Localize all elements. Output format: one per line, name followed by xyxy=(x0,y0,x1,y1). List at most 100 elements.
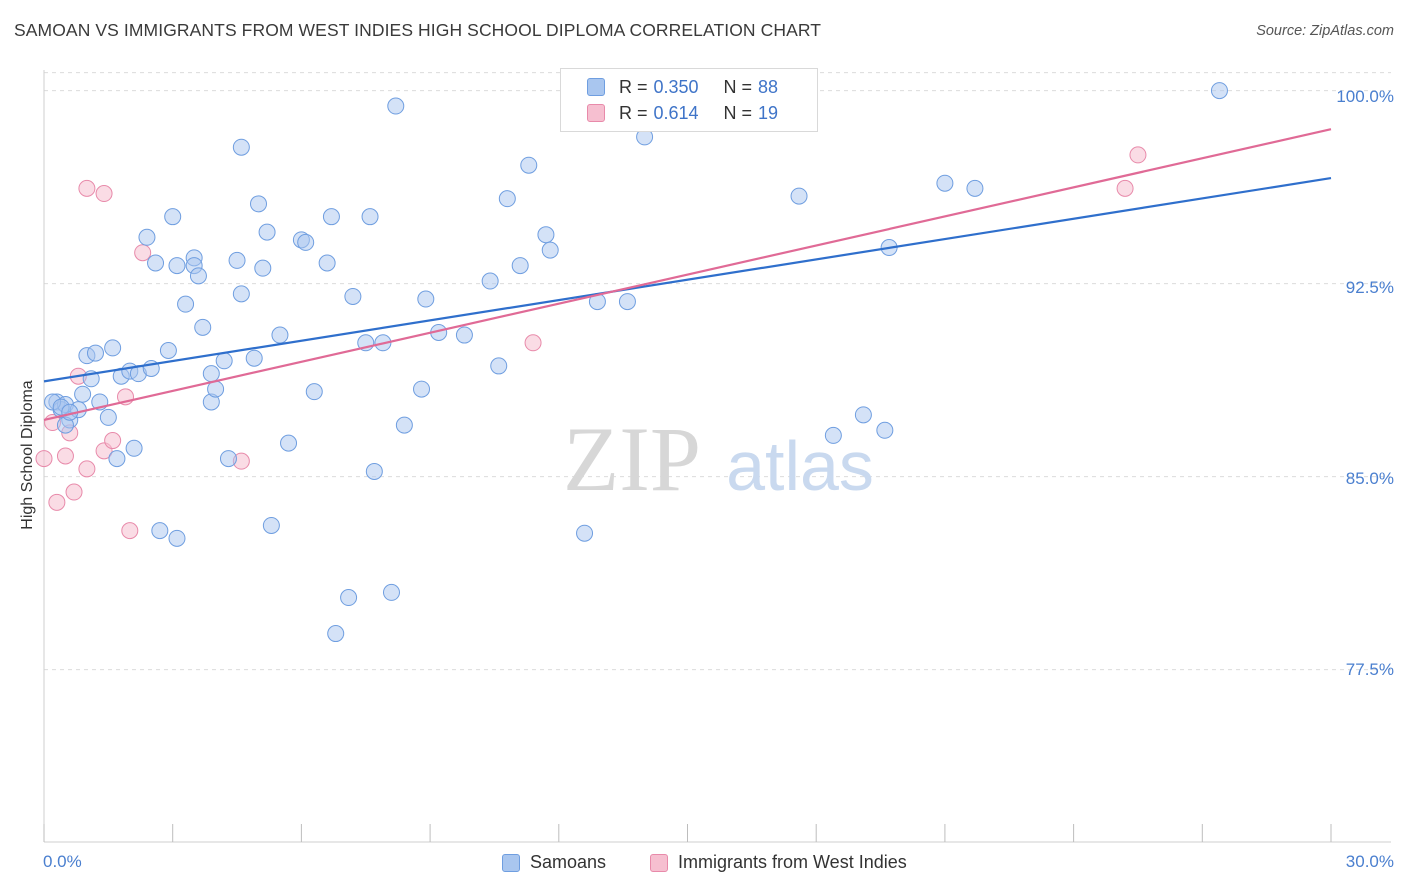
samoans-swatch xyxy=(587,78,605,96)
samoans-point xyxy=(417,290,435,308)
samoans-point xyxy=(511,257,529,275)
samoans-point xyxy=(228,251,246,269)
west-indies-point xyxy=(134,244,152,262)
samoans-point xyxy=(168,529,186,547)
samoans-legend-label: Samoans xyxy=(530,852,607,872)
watermark-zip: ZIP xyxy=(563,408,701,510)
samoans-point xyxy=(413,380,431,398)
y-tick-label-77-5: 77.5% xyxy=(1345,660,1394,679)
samoans-point xyxy=(344,287,362,305)
samoans-point xyxy=(395,416,413,434)
samoans-point xyxy=(245,349,263,367)
samoans-point xyxy=(361,208,379,226)
samoans-point xyxy=(498,190,516,208)
samoans-point xyxy=(854,406,872,424)
samoans-point xyxy=(108,450,126,468)
samoans-point xyxy=(966,179,984,197)
samoans-point xyxy=(74,385,92,403)
west-indies-point xyxy=(524,334,542,352)
samoans-point xyxy=(305,383,323,401)
west-indies-point xyxy=(121,522,139,540)
y-axis-title: High School Diploma xyxy=(19,380,36,530)
samoans-point xyxy=(537,226,555,244)
chart-title: SAMOAN VS IMMIGRANTS FROM WEST INDIES HI… xyxy=(14,20,822,40)
samoans-point xyxy=(138,228,156,246)
y-tick-label-100: 100.0% xyxy=(1336,87,1394,106)
west-indies-trend-line xyxy=(43,128,1332,422)
samoans-point xyxy=(232,285,250,303)
correlation-legend: R = 0.350 N = 88 R = 0.614 N = 19 xyxy=(560,68,818,132)
samoans-point xyxy=(232,138,250,156)
west-indies-point xyxy=(1129,146,1147,164)
samoans-point xyxy=(541,241,559,259)
x-tick-label-max: 30.0% xyxy=(1345,852,1394,871)
bottom-legend-samoans: Samoans xyxy=(502,852,606,873)
samoans-point xyxy=(258,223,276,241)
samoans-point xyxy=(790,187,808,205)
samoans-point xyxy=(271,326,289,344)
samoans-point xyxy=(250,195,267,213)
samoans-point xyxy=(322,208,340,226)
west-indies-point xyxy=(95,185,113,203)
west-indies-point xyxy=(65,483,83,501)
samoans-point xyxy=(147,254,165,272)
n-value: 88 xyxy=(758,76,779,97)
west-indies-legend-swatch xyxy=(650,853,668,872)
samoans-point xyxy=(177,295,195,313)
samoans-point xyxy=(876,421,894,439)
samoans-point xyxy=(297,233,315,251)
samoans-point xyxy=(824,426,842,444)
samoans-point xyxy=(455,326,473,344)
samoans-point xyxy=(168,257,186,275)
n-label: N = xyxy=(723,102,753,123)
samoans-point xyxy=(618,293,636,311)
west-indies-point xyxy=(1116,179,1134,197)
y-tick-label-92-5: 92.5% xyxy=(1345,278,1394,297)
watermark-atlas: atlas xyxy=(726,427,874,505)
r-label: R = xyxy=(619,76,648,97)
legend-row-west-indies: R = 0.614 N = 19 xyxy=(587,101,778,125)
samoans-point xyxy=(151,522,169,540)
r-value: 0.350 xyxy=(653,76,699,97)
west-indies-point xyxy=(78,179,96,197)
west-indies-swatch xyxy=(587,104,605,122)
samoans-point xyxy=(219,450,237,468)
samoans-point xyxy=(99,408,117,426)
samoans-point xyxy=(189,267,207,285)
source-label: Source: ZipAtlas.com xyxy=(1256,23,1394,39)
samoans-legend-swatch xyxy=(502,853,520,872)
samoans-point xyxy=(365,462,383,480)
west-indies-point xyxy=(104,432,122,450)
samoans-point xyxy=(576,524,594,542)
samoans-point xyxy=(520,156,538,174)
y-tick-label-85: 85.0% xyxy=(1345,469,1394,488)
samoans-point xyxy=(194,318,212,336)
samoans-points xyxy=(44,82,1228,643)
legend-row-samoans: R = 0.350 N = 88 xyxy=(587,75,778,99)
samoans-point xyxy=(490,357,508,375)
samoans-point xyxy=(159,341,177,359)
west-indies-legend-label: Immigrants from West Indies xyxy=(678,852,907,872)
west-indies-points xyxy=(35,146,1147,540)
samoans-point xyxy=(104,339,122,357)
samoans-point xyxy=(164,208,182,226)
n-label: N = xyxy=(723,76,753,97)
samoans-point xyxy=(202,365,220,383)
bottom-legend-west-indies: Immigrants from West Indies xyxy=(650,852,907,873)
samoans-point xyxy=(262,516,280,534)
r-label: R = xyxy=(619,102,648,123)
samoans-trend-line xyxy=(43,176,1332,383)
samoans-point xyxy=(125,439,143,457)
samoans-point xyxy=(382,583,400,601)
samoans-point xyxy=(254,259,272,277)
west-indies-point xyxy=(56,447,74,465)
west-indies-point xyxy=(78,460,96,478)
samoans-point xyxy=(215,352,233,370)
samoans-point xyxy=(387,97,405,115)
samoans-point xyxy=(280,434,298,452)
samoans-point xyxy=(327,625,345,643)
r-value: 0.614 xyxy=(653,102,699,123)
samoans-point xyxy=(481,272,499,290)
samoans-point xyxy=(936,174,954,192)
